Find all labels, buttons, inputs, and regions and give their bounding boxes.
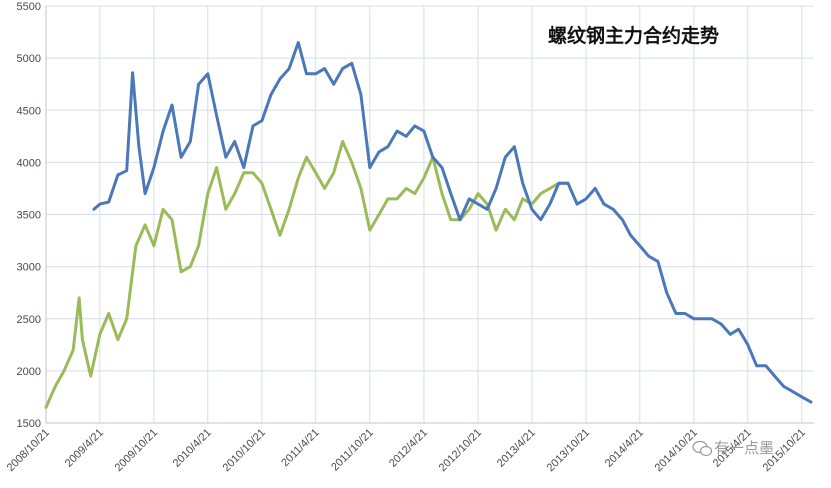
y-axis-ticks: 1500 2000 2500 3000 3500 4000 4500 5000 5500 bbox=[17, 1, 41, 430]
x-tick-label: 2011/10/21 bbox=[329, 427, 376, 474]
x-tick-label: 2014/4/21 bbox=[603, 427, 646, 470]
x-tick-label: 2014/10/21 bbox=[653, 427, 700, 474]
y-tick-label: 3500 bbox=[17, 210, 41, 222]
chart-title: 螺纹钢主力合约走势 bbox=[548, 24, 719, 47]
x-tick-label: 2009/10/21 bbox=[113, 427, 160, 474]
y-tick-label: 4000 bbox=[17, 157, 41, 169]
x-tick-label: 2010/10/21 bbox=[221, 427, 268, 474]
wechat-icon bbox=[692, 440, 713, 457]
gridlines bbox=[45, 5, 814, 424]
x-tick-label: 2010/4/21 bbox=[171, 427, 214, 470]
watermark: 有一点墨 bbox=[692, 439, 774, 457]
x-tick-label: 2012/4/21 bbox=[387, 427, 430, 470]
y-tick-label: 5500 bbox=[17, 1, 41, 13]
y-tick-label: 2000 bbox=[17, 366, 41, 378]
series-line-1 bbox=[92, 41, 813, 404]
series-line-2 bbox=[44, 140, 570, 409]
x-tick-label: 2012/10/21 bbox=[437, 427, 484, 474]
y-tick-label: 1500 bbox=[17, 418, 41, 430]
x-tick-label: 2011/4/21 bbox=[279, 427, 322, 470]
y-tick-label: 3000 bbox=[17, 262, 41, 274]
x-tick-label: 2013/10/21 bbox=[545, 427, 592, 474]
y-tick-label: 2500 bbox=[17, 314, 41, 326]
y-tick-label: 4500 bbox=[17, 105, 41, 117]
series-lines bbox=[44, 41, 813, 409]
x-axis-ticks: 2008/10/21 2009/4/21 2009/10/21 2010/4/21 20… bbox=[5, 427, 808, 474]
y-tick-label: 5000 bbox=[17, 53, 41, 65]
x-tick-label: 2009/4/21 bbox=[63, 427, 106, 470]
x-tick-label: 2013/4/21 bbox=[495, 427, 538, 470]
watermark-text: 有一点墨 bbox=[714, 439, 774, 457]
x-tick-label: 2008/10/21 bbox=[5, 427, 52, 474]
